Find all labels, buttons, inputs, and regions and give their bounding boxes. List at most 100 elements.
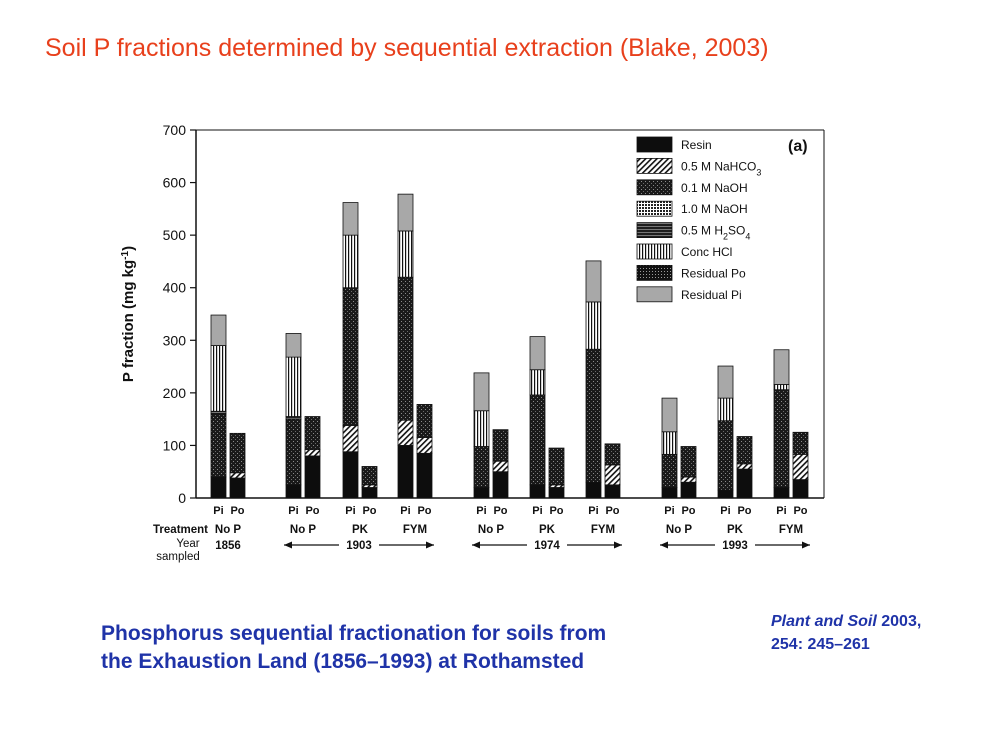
pi-label: Pi [588, 505, 598, 517]
arrowhead-left [660, 541, 668, 549]
panel-label: (a) [788, 138, 808, 155]
legend-swatch [636, 200, 673, 217]
bar-segment-residual-pi [661, 397, 678, 433]
bar-segment-conc-hcl [529, 369, 546, 396]
y-tick-label: 400 [163, 280, 187, 296]
bar-segment-0-1-m-naoh [416, 404, 433, 438]
bar-segment-residual-pi [773, 349, 790, 385]
bar-segment-0-1-m-naoh [548, 447, 565, 486]
po-label: Po [737, 505, 751, 517]
figure-caption: Phosphorus sequential fractionation for … [101, 620, 606, 676]
bar-segment-0-1-m-naoh [342, 287, 359, 426]
pi-bar [397, 193, 414, 499]
pi-bar [661, 397, 678, 499]
po-label: Po [362, 505, 376, 517]
bar-segment-0-1-m-naoh [304, 416, 321, 451]
bar-segment-resin [585, 481, 602, 499]
bar-segment-resin [229, 477, 246, 499]
po-bar [736, 436, 753, 499]
bar-segment-resin [604, 484, 621, 499]
bar-segment-0-1-m-naoh [210, 413, 227, 478]
bar-segment-resin [736, 468, 753, 499]
bar-segment-0-1-m-naoh [229, 432, 246, 474]
bar-segment-0-5-m-nahco [604, 464, 621, 486]
bar-segment-resin [492, 471, 509, 499]
arrowhead-left [472, 541, 480, 549]
legend-swatch [636, 286, 673, 303]
bar-segment-resin [210, 476, 227, 499]
slide-title: Soil P fractions determined by sequentia… [45, 34, 769, 62]
bar-segment-conc-hcl [717, 397, 734, 422]
legend-swatch [636, 222, 673, 239]
reference-pages: 254: 245–261 [771, 636, 870, 653]
treatment-label: FYM [591, 524, 615, 536]
chart-x-labels: Pi Po No P Pi Po No P Pi Po PK Pi Po FYM Pi Po No P Pi P… [213, 505, 808, 536]
y-tick-label: 0 [178, 490, 186, 506]
caption-line-2: the Exhaustion Land (1856–1993) at Rotha… [101, 650, 585, 673]
po-bar [229, 432, 246, 499]
bar-segment-resin [792, 479, 809, 499]
bar-segment-conc-hcl [773, 384, 790, 391]
po-label: Po [793, 505, 807, 517]
legend-label: 0.5 M H2SO4 [681, 224, 750, 242]
y-tick-label: 100 [163, 437, 187, 453]
po-label: Po [230, 505, 244, 517]
bar-segment-resin [397, 445, 414, 499]
bar-segment-0-5-m-nahco [397, 419, 414, 446]
arrowhead-right [802, 541, 810, 549]
treatment-label: FYM [403, 524, 427, 536]
bar-segment-0-5-m-nahco [736, 463, 753, 470]
bar-segment-resin [361, 487, 378, 499]
treatment-label: No P [215, 524, 242, 536]
pi-label: Pi [476, 505, 486, 517]
arrowhead-right [426, 541, 434, 549]
po-label: Po [681, 505, 695, 517]
reference-year: 2003, [876, 613, 922, 630]
y-axis-label: P fraction (mg kg-1) [120, 246, 138, 382]
bar-segment-conc-hcl [473, 410, 490, 447]
chart-axes: 0 100 200 300 400 500 600 700 [163, 122, 825, 506]
pi-label: Pi [213, 505, 223, 517]
bar-segment-0-1-m-naoh [529, 394, 546, 486]
po-label: Po [605, 505, 619, 517]
legend-swatch [636, 157, 673, 174]
bar-segment-residual-pi [717, 365, 734, 399]
bar-segment-residual-pi [473, 372, 490, 412]
pi-label: Pi [532, 505, 542, 517]
y-tick-label: 200 [163, 385, 187, 401]
bar-segment-0-1-m-naoh [585, 348, 602, 483]
bar-segment-resin [773, 487, 790, 499]
legend-label: Conc HCl [681, 245, 732, 259]
po-bar [304, 416, 321, 499]
bar-segment-residual-pi [529, 336, 546, 371]
pi-bar [342, 202, 359, 499]
bar-segment-0-1-m-naoh [492, 429, 509, 462]
bar-segment-0-1-m-naoh [473, 446, 490, 488]
bar-segment-0-1-m-naoh [661, 453, 678, 488]
legend-swatch [636, 136, 673, 153]
pi-bar [285, 333, 302, 499]
pi-bar [529, 336, 546, 499]
po-bar [680, 446, 697, 499]
reference-citation: Plant and Soil 2003, 254: 245–261 [771, 610, 921, 656]
bar-segment-resin [473, 487, 490, 499]
bar-segment-conc-hcl [585, 301, 602, 350]
bar-segment-0-1-m-naoh [361, 466, 378, 486]
reference-journal: Plant and Soil [771, 613, 877, 630]
legend-label: 0.5 M NaHCO3 [681, 159, 761, 177]
legend-swatch [636, 264, 673, 281]
bar-segment-0-1-m-naoh [717, 420, 734, 491]
bar-segment-conc-hcl [210, 345, 227, 412]
bar-segment-resin [661, 487, 678, 499]
po-label: Po [305, 505, 319, 517]
po-bar [492, 429, 509, 499]
pi-label: Pi [400, 505, 410, 517]
bar-segment-residual-pi [342, 202, 359, 236]
pi-bar [773, 349, 790, 499]
row-label-year: Year [176, 538, 199, 550]
y-tick-label: 600 [163, 175, 187, 191]
pi-bar [473, 372, 490, 499]
chart-year-groups: 1856 1903 1974 1993 [215, 540, 810, 552]
row-label-sampled: sampled [156, 551, 199, 563]
